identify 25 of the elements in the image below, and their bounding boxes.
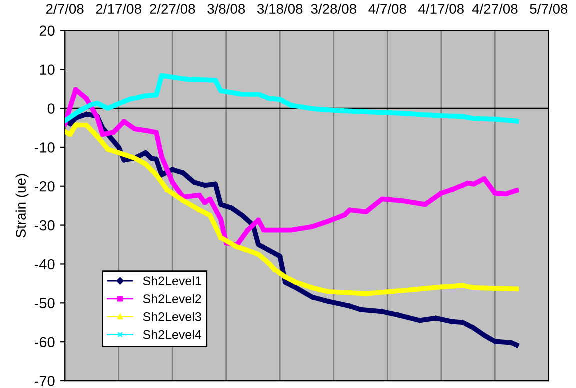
y-tick-label: -70: [34, 376, 55, 386]
x-tick-label: 3/18/08: [257, 4, 303, 14]
y-tick-label: 20: [40, 26, 55, 36]
x-tick-label: 5/7/08: [530, 4, 568, 14]
x-tick-label: 3/28/08: [311, 4, 356, 14]
x-tick-label: 2/7/08: [46, 4, 84, 14]
y-tick-label: -60: [34, 337, 55, 348]
legend-label: Sh2Level1: [143, 276, 202, 286]
x-tick-label: 2/17/08: [96, 4, 142, 14]
x-tick-label: 2/27/08: [150, 4, 196, 14]
y-tick-label: -40: [34, 259, 55, 270]
y-tick-label: -20: [34, 181, 55, 192]
y-tick-label: -10: [34, 142, 55, 153]
y-tick-label: -50: [34, 298, 55, 309]
x-tick-label: 3/8/08: [208, 4, 246, 14]
y-tick-label: -30: [34, 220, 55, 231]
y-axis-title: Strain (ue): [16, 174, 29, 238]
legend-label: Sh2Level3: [143, 312, 202, 322]
x-tick-label: 4/27/08: [472, 4, 518, 14]
y-tick-label: 0: [48, 104, 55, 114]
x-tick-label: 4/17/08: [418, 4, 464, 14]
y-tick-label: 10: [40, 64, 55, 76]
legend-label: Sh2Level4: [143, 330, 202, 340]
legend-label: Sh2Level2: [143, 294, 202, 304]
x-tick-label: 4/7/08: [368, 4, 406, 14]
